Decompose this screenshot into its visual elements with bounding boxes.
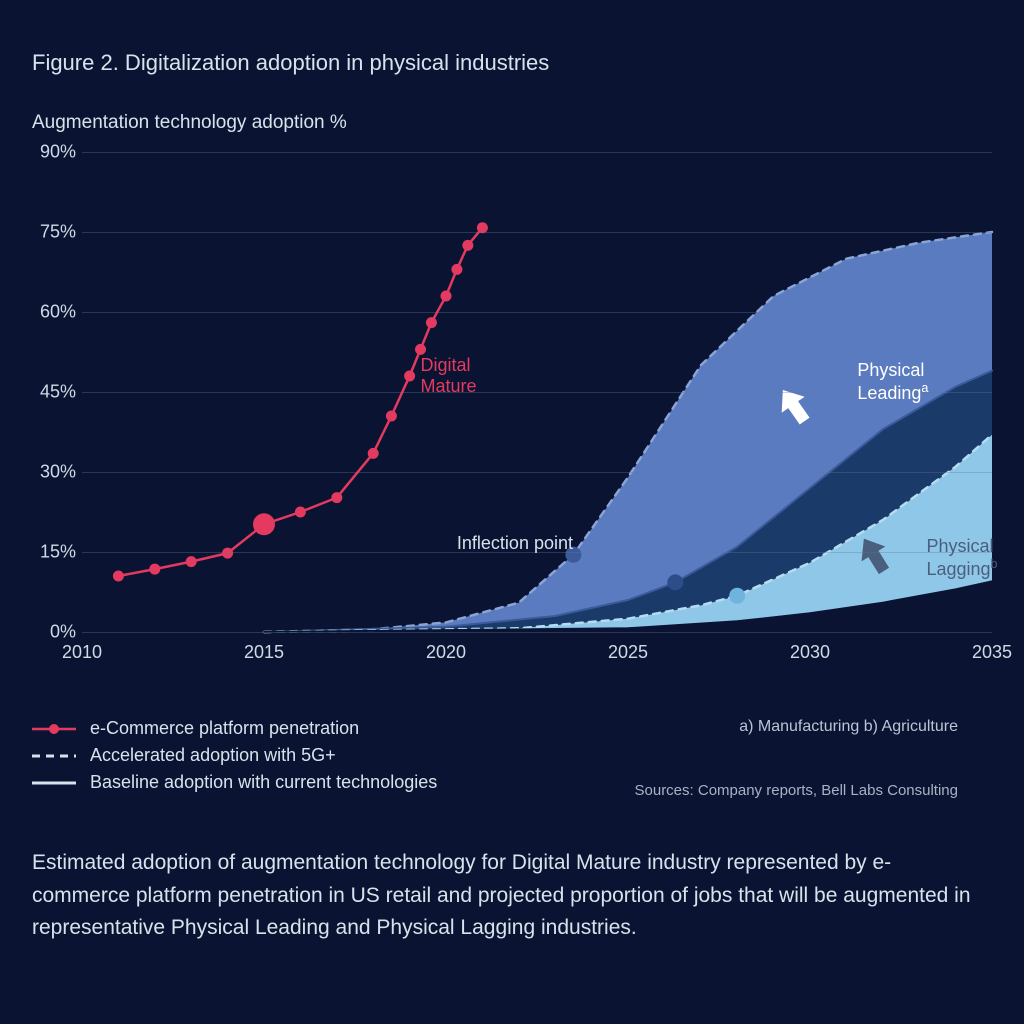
y-axis-label: Augmentation technology adoption % <box>32 112 992 134</box>
y-tick-label: 15% <box>40 542 76 563</box>
y-ticks: 0%15%30%45%60%75%90% <box>32 152 82 632</box>
grid-line <box>82 312 992 313</box>
annotation: DigitalMature <box>421 355 477 397</box>
legend-label: Accelerated adoption with 5G+ <box>90 745 336 766</box>
annotation: PhysicalLeadinga <box>857 360 928 404</box>
y-tick-label: 30% <box>40 462 76 483</box>
x-tick-label: 2035 <box>972 642 1012 663</box>
legend-accel: Accelerated adoption with 5G+ <box>32 745 992 766</box>
grid-line <box>82 152 992 153</box>
sources: Sources: Company reports, Bell Labs Cons… <box>635 782 959 799</box>
grid-line <box>82 472 992 473</box>
annotation: PhysicalLaggingb <box>926 536 997 580</box>
legend-label: e-Commerce platform penetration <box>90 718 359 739</box>
grid-line <box>82 632 992 633</box>
x-tick-label: 2015 <box>244 642 284 663</box>
y-tick-label: 45% <box>40 382 76 403</box>
x-ticks: 201020152020202520302035 <box>82 642 992 672</box>
x-tick-label: 2030 <box>790 642 830 663</box>
legend-swatch-solid-icon <box>32 773 76 793</box>
annotation: Inflection point <box>457 533 573 554</box>
x-tick-label: 2020 <box>426 642 466 663</box>
plot-area: DigitalMature Inflection point PhysicalLea… <box>82 152 992 632</box>
grid-line <box>82 232 992 233</box>
x-tick-label: 2010 <box>62 642 102 663</box>
y-tick-label: 90% <box>40 142 76 163</box>
y-tick-label: 60% <box>40 302 76 323</box>
figure-title: Figure 2. Digitalization adoption in phy… <box>32 50 992 76</box>
chart: 0%15%30%45%60%75%90% DigitalMatureInflec… <box>32 152 992 672</box>
grid-line <box>82 392 992 393</box>
legend-label: Baseline adoption with current technolog… <box>90 772 437 793</box>
caption: Estimated adoption of augmentation techn… <box>32 847 972 945</box>
legend-block: a) Manufacturing b) Agriculture Sources:… <box>32 718 992 793</box>
y-tick-label: 0% <box>50 622 76 643</box>
footnote-ab: a) Manufacturing b) Agriculture <box>739 718 958 736</box>
y-tick-label: 75% <box>40 222 76 243</box>
x-tick-label: 2025 <box>608 642 648 663</box>
legend-swatch-dash-icon <box>32 746 76 766</box>
legend-swatch-ecommerce-icon <box>32 719 76 739</box>
